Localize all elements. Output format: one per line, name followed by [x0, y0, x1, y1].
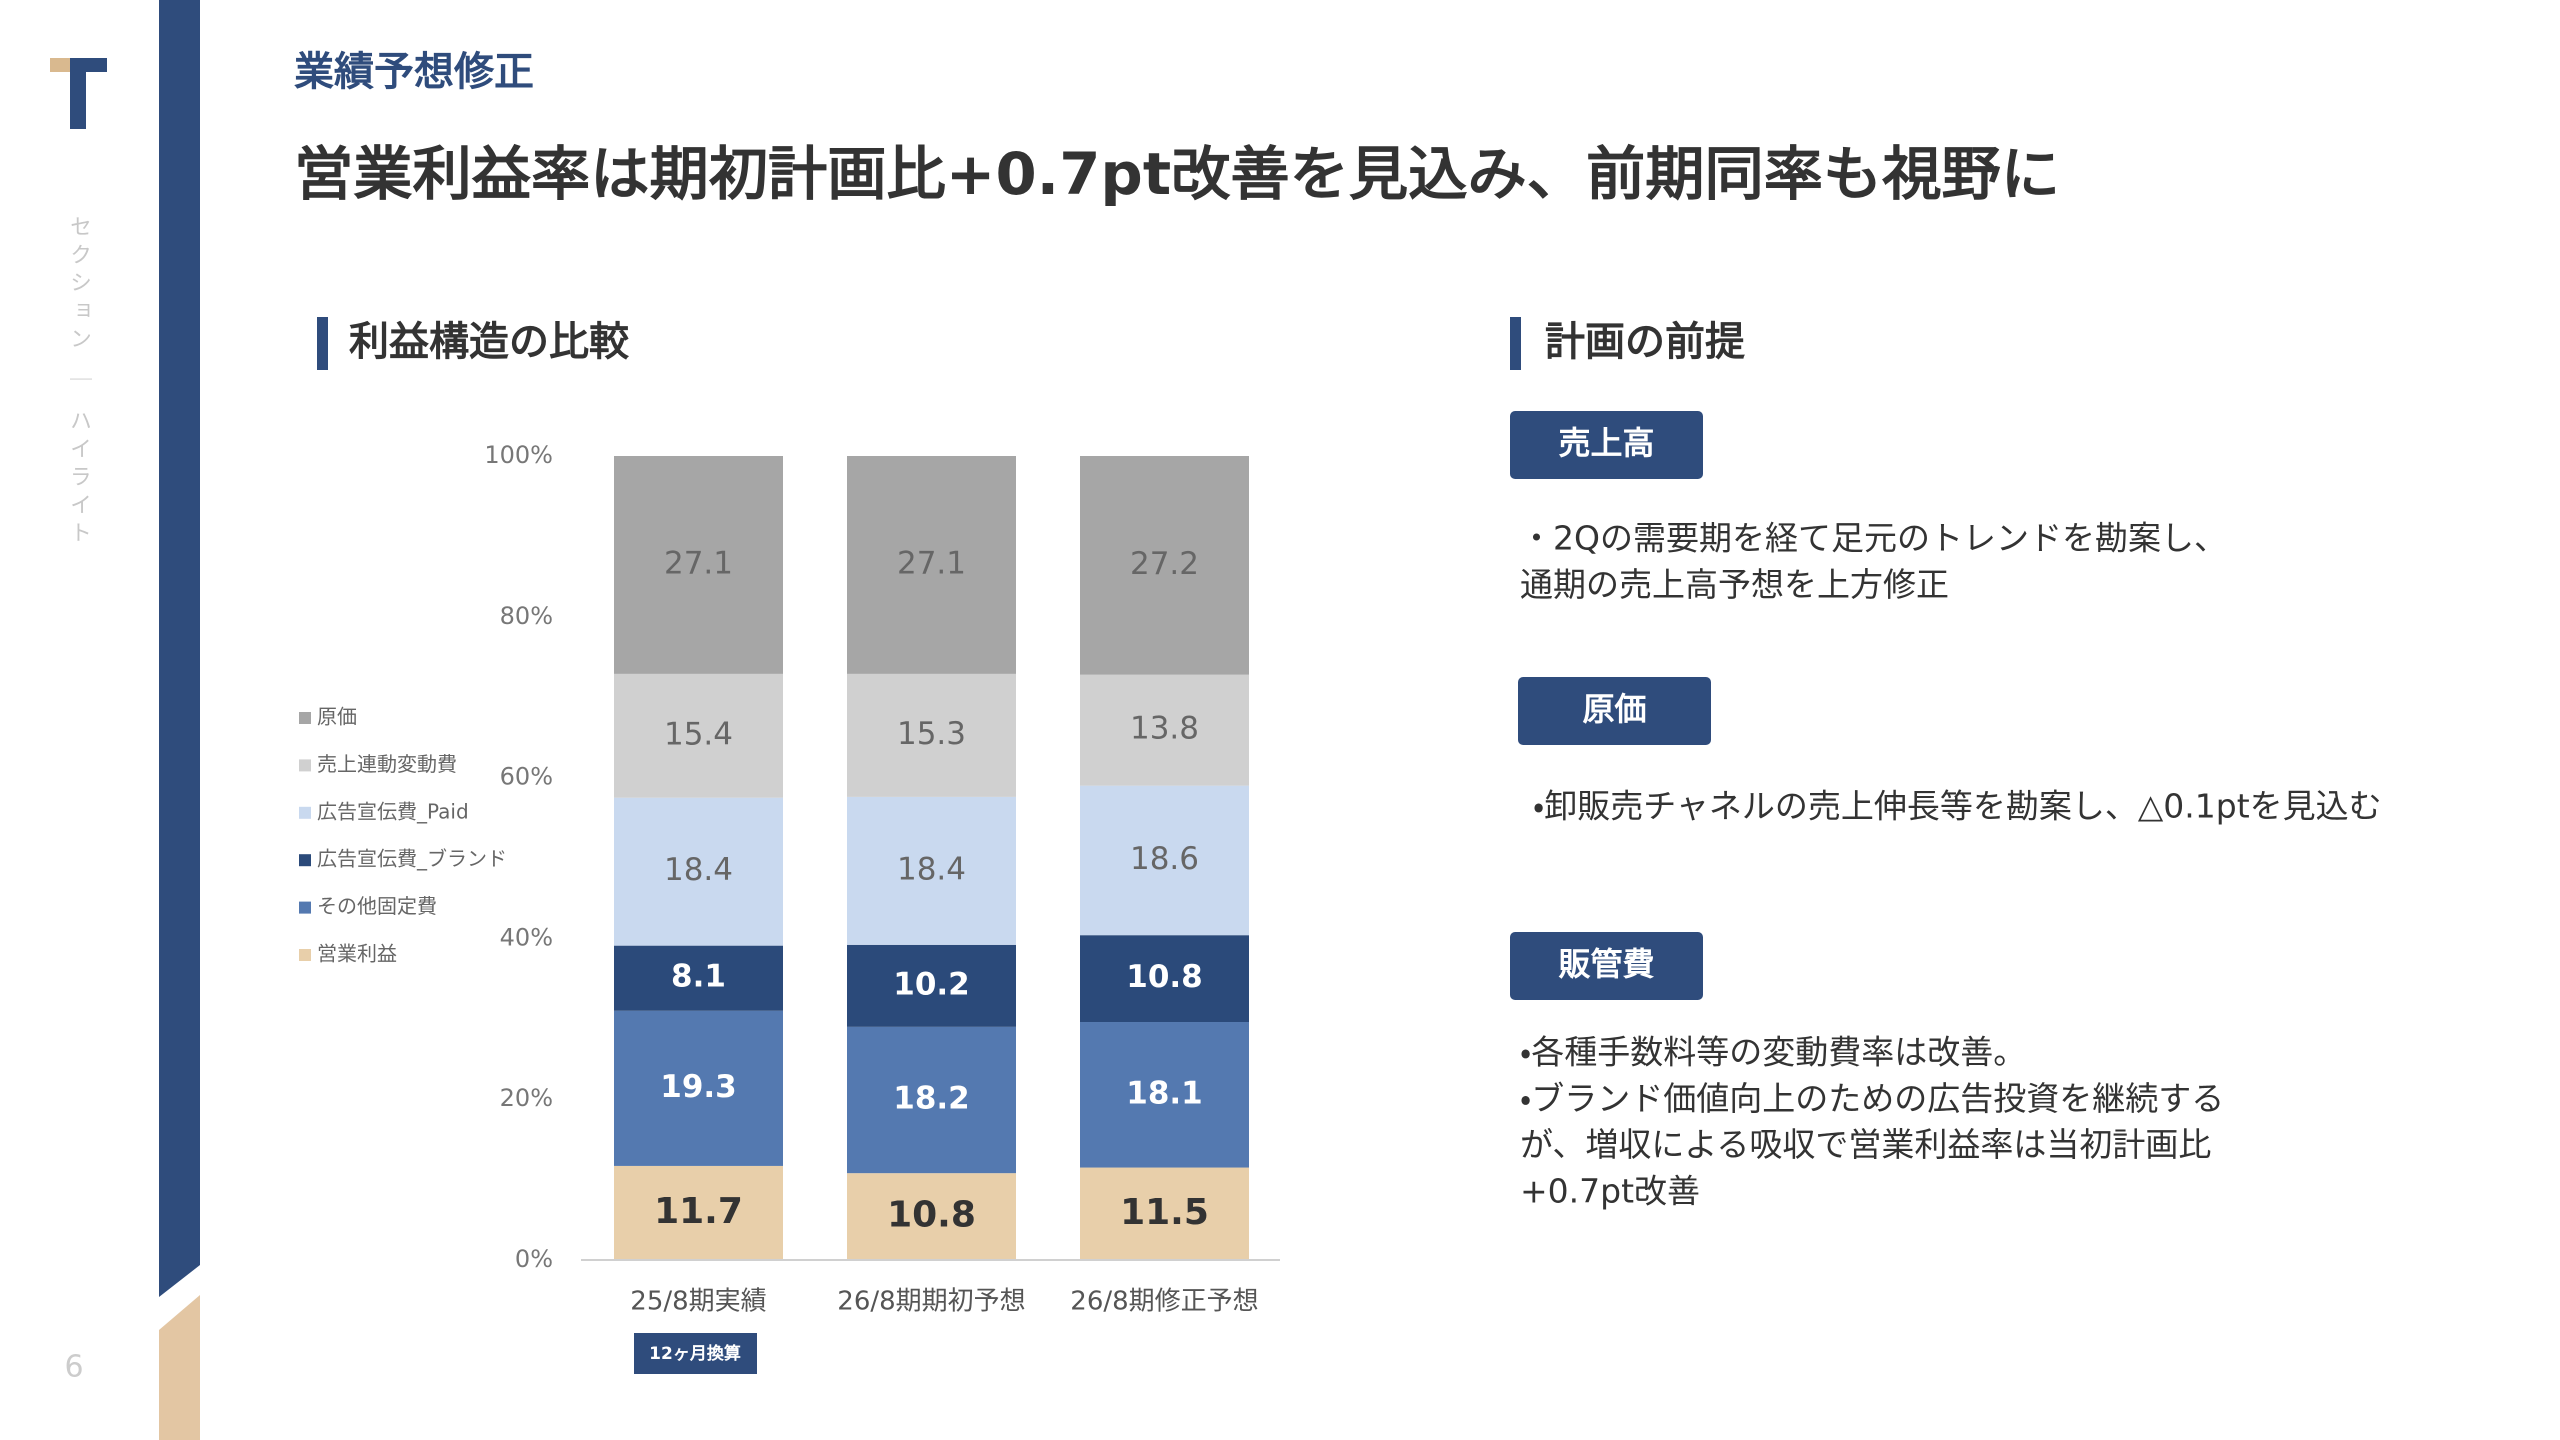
heading-marker	[1510, 317, 1521, 370]
section-title: 業績予想修正	[294, 49, 534, 95]
data-label: 18.4	[897, 851, 966, 887]
bar-segment	[614, 945, 783, 1011]
y-tick-label: 40%	[500, 923, 553, 951]
plan-badge	[1518, 677, 1711, 745]
plan-text: ・ブランド価値向上のための広告投資を継続する	[1520, 1079, 2224, 1118]
data-label: 27.2	[1130, 546, 1199, 582]
bar-segment	[847, 944, 1016, 1027]
y-tick-label: 60%	[500, 763, 553, 791]
plan-text: ・各種手数料等の変動費率は改善。	[1520, 1033, 2026, 1072]
bar-segment	[614, 1010, 783, 1166]
bar-segment	[614, 1165, 783, 1260]
plan-text: が、増収による吸収で営業利益率は当初計画比	[1520, 1125, 2211, 1164]
plan-badge	[1510, 932, 1703, 1000]
bar-segment	[1080, 1022, 1249, 1168]
data-label: 15.4	[664, 716, 733, 752]
chart: 0% 20% 40% 60% 80% 100% 11.7 19.3 8.1 18.4 15.4 27.…	[299, 441, 1280, 1374]
page-number: 6	[64, 1350, 83, 1385]
legend-swatch	[299, 901, 311, 914]
plan-text: ・2Qの需要期を経て足元のトレンドを勘案し、	[1520, 519, 2227, 558]
bar-segment	[847, 1173, 1016, 1260]
data-label: 11.7	[654, 1191, 743, 1232]
sidebar-band	[159, 0, 200, 1297]
bar-segment	[1080, 935, 1249, 1023]
legend-label: 原価	[317, 705, 357, 729]
legend-label: 広告宣伝費_Paid	[317, 799, 469, 823]
data-label: 27.1	[897, 545, 966, 581]
y-tick-label: 100%	[484, 441, 553, 469]
bar-segment	[614, 456, 783, 674]
bar-segment	[847, 673, 1016, 797]
bar-segment	[614, 797, 783, 946]
bar-segment	[1080, 674, 1249, 786]
legend-swatch	[299, 712, 311, 724]
plan-text: +0.7pt改善	[1520, 1171, 1700, 1210]
legend-label: 売上連動変動費	[317, 752, 457, 776]
plan-badge	[1510, 411, 1703, 479]
plan-badge-label: 原価	[1582, 690, 1646, 728]
y-tick-label: 0%	[515, 1245, 553, 1273]
bar-segment	[847, 456, 1016, 674]
data-label: 8.1	[671, 959, 726, 995]
plan-panel: 売上高・2Qの需要期を経て足元のトレンドを勘案し、通期の売上高予想を上方修正原価…	[1510, 411, 2382, 1210]
data-label: 19.3	[660, 1069, 737, 1105]
data-label: 18.4	[664, 852, 733, 888]
data-label: 10.8	[1126, 959, 1203, 995]
bar-segment	[847, 1026, 1016, 1174]
bar-segment	[1080, 785, 1249, 936]
legend-swatch	[299, 854, 311, 867]
chart-heading: 利益構造の比較	[349, 319, 630, 365]
bar-segment	[1080, 1167, 1249, 1260]
legend-swatch	[299, 949, 311, 961]
annotation: 12ヶ月換算	[649, 1343, 741, 1364]
legend-swatch	[299, 806, 311, 819]
bar-segment	[847, 796, 1016, 945]
plan-heading: 計画の前提	[1545, 319, 1745, 365]
legend-swatch	[299, 759, 311, 772]
y-tick-label: 20%	[500, 1084, 553, 1112]
data-label: 18.1	[1126, 1075, 1203, 1111]
x-tick-label: 26/8期修正予想	[1070, 1287, 1258, 1317]
plan-text: 通期の売上高予想を上方修正	[1520, 565, 1949, 604]
x-tick-label: 25/8期実績	[630, 1287, 766, 1317]
legend-label: その他固定費	[317, 894, 437, 918]
legend-label: 広告宣伝費_ブランド	[317, 847, 507, 871]
data-label: 15.3	[897, 716, 966, 752]
plan-badge-label: 売上高	[1558, 424, 1654, 462]
page-title: 営業利益率は期初計画比+0.7pt改善を見込み、前期同率も視野に	[294, 140, 2060, 208]
data-label: 11.5	[1120, 1192, 1209, 1233]
sidebar-accent	[159, 1295, 200, 1440]
data-label: 13.8	[1130, 711, 1199, 747]
heading-marker	[317, 317, 328, 370]
section-label: セクション ｜ ハイライト	[66, 215, 92, 549]
plan-badge-label: 販管費	[1558, 945, 1654, 983]
bar-segment	[1080, 456, 1249, 675]
data-label: 18.2	[893, 1081, 970, 1117]
logo	[50, 58, 107, 129]
data-label: 18.6	[1130, 841, 1199, 877]
x-tick-label: 26/8期期初予想	[837, 1287, 1025, 1317]
bar-segment	[614, 673, 783, 798]
data-label: 10.8	[887, 1195, 976, 1236]
data-label: 27.1	[664, 545, 733, 581]
data-label: 10.2	[893, 966, 970, 1002]
plan-text: ・卸販売チャネルの売上伸長等を勘案し、△0.1ptを見込む	[1533, 787, 2382, 826]
y-tick-label: 80%	[500, 602, 553, 630]
legend-label: 営業利益	[317, 942, 397, 966]
annotation-badge	[634, 1333, 757, 1374]
